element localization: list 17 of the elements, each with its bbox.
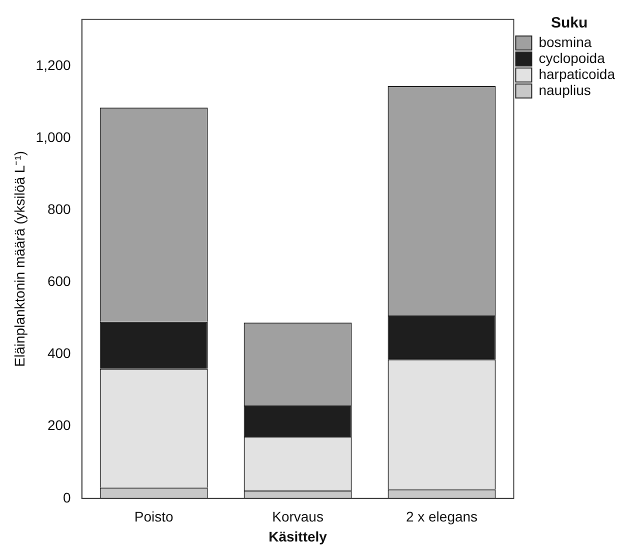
legend-label: cyclopoida <box>538 50 606 66</box>
y-tick-label: 800 <box>47 201 72 218</box>
legend-label: nauplius <box>538 82 591 98</box>
legend-label: harpaticoida <box>538 66 616 82</box>
y-tick-label: 0 <box>63 489 72 506</box>
y-axis-title: Eläinplanktonin määrä (yksilöä L⁻¹) <box>11 150 28 367</box>
x-tick-label: Poisto <box>134 508 174 525</box>
legend-label: bosmina <box>538 34 592 50</box>
legend-title: Suku <box>551 14 588 32</box>
y-tick-label: 200 <box>47 417 72 434</box>
x-tick-label: 2 x elegans <box>406 508 478 525</box>
y-tick-label: 600 <box>47 273 72 290</box>
y-tick-label: 1,000 <box>36 129 72 146</box>
y-tick-label: 400 <box>47 345 72 362</box>
y-tick-label: 1,200 <box>36 57 72 74</box>
x-axis-title: Käsittely <box>268 528 328 544</box>
x-tick-label: Korvaus <box>272 508 324 525</box>
